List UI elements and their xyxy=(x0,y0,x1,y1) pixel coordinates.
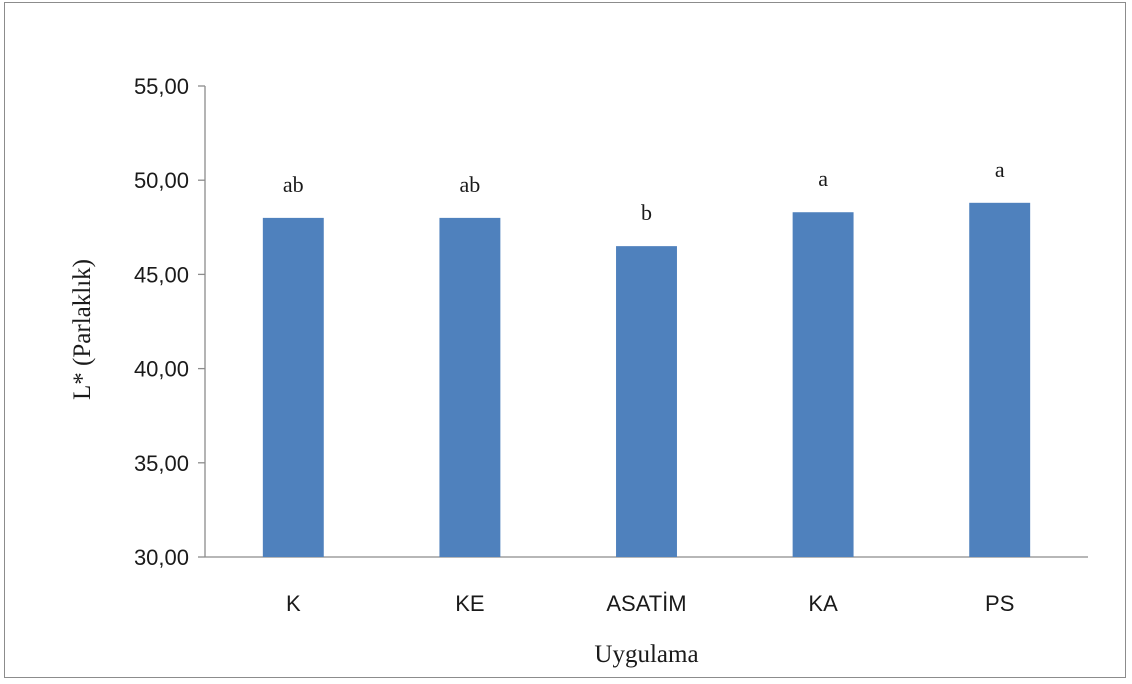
x-tick-label: KE xyxy=(455,591,484,616)
y-tick-label: 30,00 xyxy=(134,545,189,570)
bar-k xyxy=(262,217,324,557)
data-labels: ab ab b a a xyxy=(283,157,1005,225)
bar-ke xyxy=(439,217,501,557)
y-axis-title: L* (Parlaklık) xyxy=(69,259,96,400)
x-tick-label: KA xyxy=(808,591,838,616)
data-label: a xyxy=(995,157,1005,182)
bar-asati̇m xyxy=(616,246,677,557)
chart-frame xyxy=(4,2,1126,678)
bar-ps xyxy=(969,202,1031,558)
data-label: b xyxy=(641,200,652,225)
y-tick-label: 50,00 xyxy=(134,168,189,193)
data-label: ab xyxy=(283,172,304,197)
y-tick-label: 40,00 xyxy=(134,357,189,382)
y-tick-label: 35,00 xyxy=(134,451,189,476)
bars xyxy=(262,202,1031,558)
bar-ka xyxy=(792,212,854,557)
data-label: a xyxy=(818,166,828,191)
x-axis: K KE ASATİM KA PS xyxy=(205,556,1088,616)
x-tick-label: PS xyxy=(985,591,1014,616)
y-tick-label: 45,00 xyxy=(134,262,189,287)
y-tick-label: 55,00 xyxy=(134,74,189,99)
x-tick-label: ASATİM xyxy=(606,591,686,616)
x-axis-title: Uygulama xyxy=(594,641,698,668)
data-label: ab xyxy=(460,172,481,197)
y-axis: 30,00 35,00 40,00 45,00 50,00 55,00 xyxy=(134,74,206,570)
x-tick-label: K xyxy=(286,591,301,616)
